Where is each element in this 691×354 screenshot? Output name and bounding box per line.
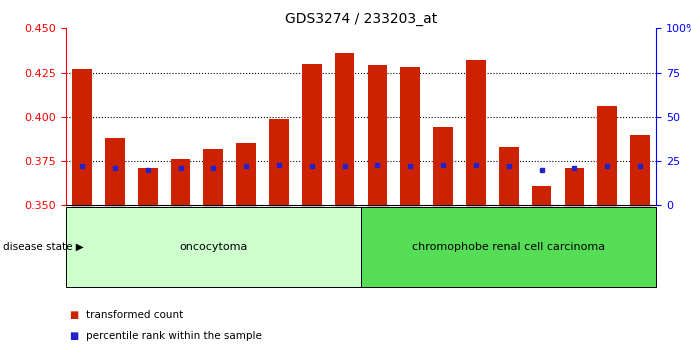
Bar [597, 106, 617, 205]
Text: ■: ■ [69, 331, 78, 341]
Text: percentile rank within the sample: percentile rank within the sample [86, 331, 263, 341]
Bar [269, 119, 289, 205]
Bar [433, 127, 453, 205]
Text: transformed count: transformed count [86, 310, 184, 320]
Text: oncocytoma: oncocytoma [179, 242, 247, 252]
Text: disease state ▶: disease state ▶ [3, 242, 84, 252]
Bar [334, 53, 354, 205]
Bar [171, 159, 190, 205]
Bar [203, 149, 223, 205]
Bar [105, 138, 124, 205]
Bar [531, 186, 551, 205]
Bar [302, 64, 321, 205]
Bar [466, 60, 486, 205]
Text: chromophobe renal cell carcinoma: chromophobe renal cell carcinoma [413, 242, 605, 252]
Bar [499, 147, 518, 205]
Bar [72, 69, 92, 205]
Bar [565, 168, 584, 205]
Text: ■: ■ [69, 310, 78, 320]
Bar [138, 168, 158, 205]
Bar [236, 143, 256, 205]
Bar [368, 65, 387, 205]
Bar [400, 67, 420, 205]
Bar [630, 135, 650, 205]
Title: GDS3274 / 233203_at: GDS3274 / 233203_at [285, 12, 437, 26]
